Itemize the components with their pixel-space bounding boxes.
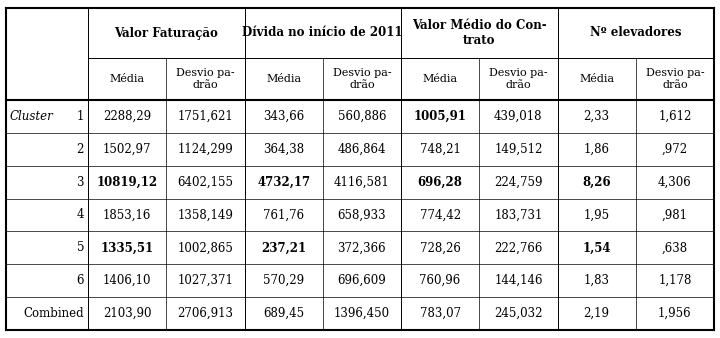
Text: 1: 1 <box>76 110 84 123</box>
Text: 486,864: 486,864 <box>338 143 386 156</box>
Text: 183,731: 183,731 <box>494 209 543 221</box>
Text: 237,21: 237,21 <box>261 241 306 255</box>
Text: 1,86: 1,86 <box>584 143 610 156</box>
Text: 3: 3 <box>76 176 84 189</box>
Text: 2,19: 2,19 <box>584 307 610 320</box>
Text: 1,95: 1,95 <box>584 209 610 221</box>
Text: Desvio pa-
drão: Desvio pa- drão <box>333 68 391 90</box>
Text: 1,54: 1,54 <box>582 241 611 255</box>
Text: 1751,621: 1751,621 <box>178 110 233 123</box>
Text: 1396,450: 1396,450 <box>334 307 390 320</box>
Text: 364,38: 364,38 <box>263 143 304 156</box>
Text: Desvio pa-
drão: Desvio pa- drão <box>489 68 548 90</box>
Text: 2: 2 <box>76 143 84 156</box>
Text: 1005,91: 1005,91 <box>414 110 467 123</box>
Text: 1,83: 1,83 <box>584 274 610 287</box>
Text: ,981: ,981 <box>662 209 688 221</box>
Text: 149,512: 149,512 <box>494 143 543 156</box>
Text: ,972: ,972 <box>662 143 688 156</box>
Text: 5: 5 <box>76 241 84 255</box>
Text: 1358,149: 1358,149 <box>177 209 233 221</box>
Text: Valor Faturação: Valor Faturação <box>114 26 218 40</box>
Text: 4,306: 4,306 <box>658 176 692 189</box>
Text: 2706,913: 2706,913 <box>177 307 233 320</box>
Text: 560,886: 560,886 <box>338 110 386 123</box>
Text: 343,66: 343,66 <box>263 110 305 123</box>
Text: 1,178: 1,178 <box>658 274 692 287</box>
Text: 2103,90: 2103,90 <box>103 307 151 320</box>
Text: Média: Média <box>266 74 301 84</box>
Text: 6: 6 <box>76 274 84 287</box>
Text: 760,96: 760,96 <box>420 274 461 287</box>
Text: 2,33: 2,33 <box>584 110 610 123</box>
Text: 8,26: 8,26 <box>582 176 611 189</box>
Text: 1,956: 1,956 <box>658 307 692 320</box>
Text: 4116,581: 4116,581 <box>334 176 390 189</box>
Text: 144,146: 144,146 <box>494 274 543 287</box>
Text: 10819,12: 10819,12 <box>96 176 158 189</box>
Text: Cluster: Cluster <box>10 110 54 123</box>
Text: 1335,51: 1335,51 <box>101 241 153 255</box>
Text: 1002,865: 1002,865 <box>177 241 233 255</box>
Text: 783,07: 783,07 <box>420 307 461 320</box>
Text: 1502,97: 1502,97 <box>103 143 151 156</box>
Text: 1406,10: 1406,10 <box>103 274 151 287</box>
Text: 2288,29: 2288,29 <box>103 110 151 123</box>
Text: 372,366: 372,366 <box>338 241 386 255</box>
Text: 761,76: 761,76 <box>263 209 304 221</box>
Text: Média: Média <box>423 74 458 84</box>
Text: 1124,299: 1124,299 <box>178 143 233 156</box>
Text: 658,933: 658,933 <box>338 209 386 221</box>
Text: 1,612: 1,612 <box>658 110 692 123</box>
Text: 748,21: 748,21 <box>420 143 461 156</box>
Text: 1027,371: 1027,371 <box>177 274 233 287</box>
Text: Desvio pa-
drão: Desvio pa- drão <box>176 68 235 90</box>
Text: 689,45: 689,45 <box>263 307 304 320</box>
Text: 774,42: 774,42 <box>420 209 461 221</box>
Text: Média: Média <box>579 74 614 84</box>
Text: Média: Média <box>109 74 145 84</box>
Text: Dívida no início de 2011: Dívida no início de 2011 <box>243 26 403 40</box>
Text: 696,609: 696,609 <box>338 274 386 287</box>
Text: 4: 4 <box>76 209 84 221</box>
Text: 222,766: 222,766 <box>494 241 543 255</box>
Text: Nº elevadores: Nº elevadores <box>590 26 682 40</box>
Text: 245,032: 245,032 <box>494 307 543 320</box>
Text: Valor Médio do Con-
trato: Valor Médio do Con- trato <box>412 19 546 47</box>
Text: Combined: Combined <box>23 307 84 320</box>
Text: 6402,155: 6402,155 <box>177 176 233 189</box>
Text: 1853,16: 1853,16 <box>103 209 151 221</box>
Text: ,638: ,638 <box>662 241 688 255</box>
Text: 4732,17: 4732,17 <box>257 176 310 189</box>
Text: 570,29: 570,29 <box>263 274 304 287</box>
Text: 439,018: 439,018 <box>494 110 543 123</box>
Text: 696,28: 696,28 <box>418 176 462 189</box>
Text: 728,26: 728,26 <box>420 241 461 255</box>
Text: Desvio pa-
drão: Desvio pa- drão <box>646 68 704 90</box>
Text: 224,759: 224,759 <box>494 176 543 189</box>
